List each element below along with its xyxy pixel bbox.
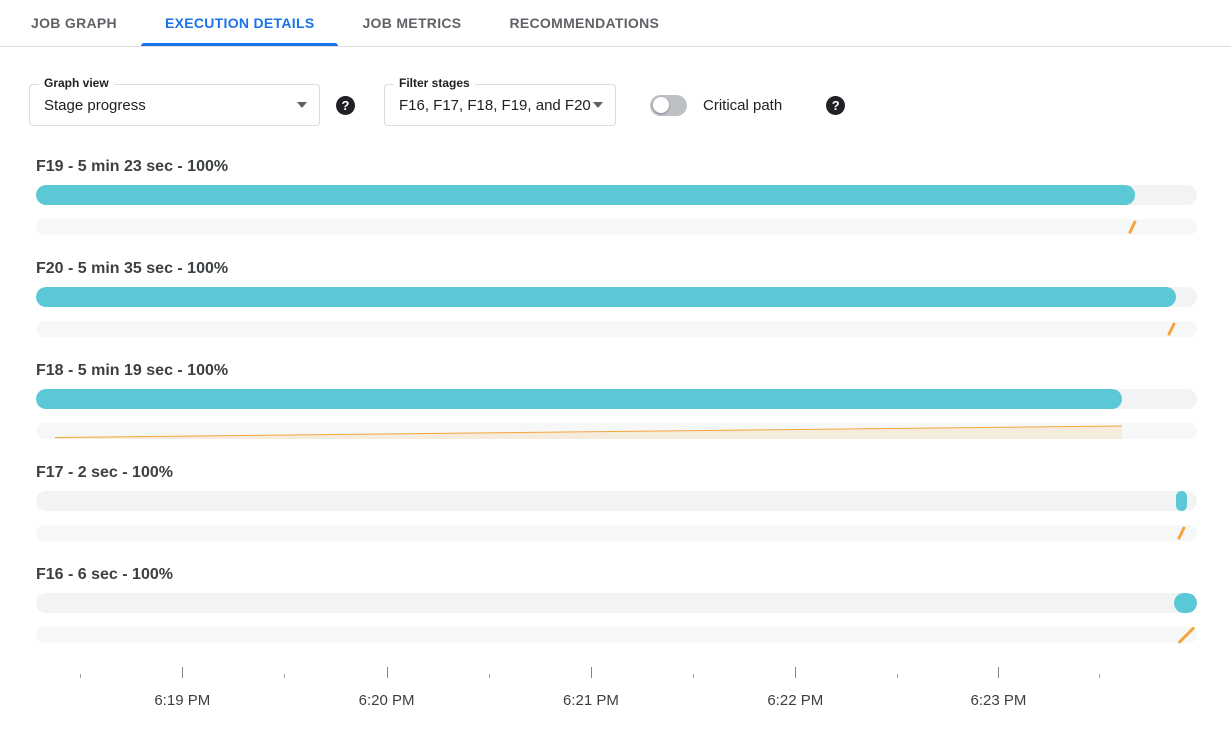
axis-time-label: 6:21 PM [563,692,619,709]
axis-major-tick [795,667,797,678]
graph-view-label: Graph view [39,76,114,90]
axis-time-label: 6:19 PM [154,692,211,709]
stage-progress-bar [36,287,1177,307]
watermark-tick-marker [1127,220,1137,234]
toggle-thumb [653,97,669,113]
stage-progress-track [36,491,1197,511]
axis-time-label: 6:22 PM [767,692,824,709]
watermark-area-chart [54,423,1122,439]
watermark-tick-marker [1176,526,1186,540]
stage-row: F17 - 2 sec - 100% [36,462,1197,541]
axis-time-label: 6:20 PM [358,692,415,709]
stage-progress-bar [1176,491,1187,511]
axis-minor-tick [897,674,899,678]
watermark-tick-marker [1167,322,1176,336]
graph-view-select[interactable]: Graph view Stage progress [29,76,320,126]
critical-path-help-icon[interactable]: ? [826,95,846,115]
chevron-down-icon [593,102,603,108]
axis-minor-tick [488,674,490,678]
stage-row: F19 - 5 min 23 sec - 100% [36,156,1197,235]
axis-major-tick [182,667,184,678]
stage-title: F20 - 5 min 35 sec - 100% [36,260,229,277]
axis-minor-tick [284,674,286,678]
tab-bar: JOB GRAPH EXECUTION DETAILS JOB METRICS REC… [0,0,1231,47]
axis-minor-tick [693,674,695,678]
stage-row: F20 - 5 min 35 sec - 100% [36,258,1197,337]
time-axis-labels: 6:19 PM 6:20 PM 6:21 PM 6:22 PM 6:23 PM [36,692,1197,712]
axis-major-tick [998,667,1000,678]
chevron-down-icon [297,102,307,108]
watermark-tick-marker [1177,626,1196,644]
filter-stages-value: F16, F17, F18, F19, and F20 [399,96,591,114]
controls-row: Graph view Stage progress ? Filter stage… [29,76,1231,126]
stage-progress-track [36,389,1197,409]
axis-minor-tick [1099,674,1101,678]
axis-major-tick [590,667,592,678]
stage-watermark-track [36,321,1197,337]
stage-watermark-track [36,626,1197,644]
stage-title: F17 - 2 sec - 100% [36,464,173,481]
stage-progress-bar [1173,593,1197,613]
stage-progress-track [36,185,1197,205]
graph-view-value: Stage progress [44,96,146,114]
stage-progress-list: F19 - 5 min 23 sec - 100% F20 - 5 min 35… [36,156,1197,644]
filter-stages-select[interactable]: Filter stages F16, F17, F18, F19, and F2… [384,76,616,126]
axis-major-tick [386,667,388,678]
tab-job-graph[interactable]: JOB GRAPH [31,15,117,31]
stage-progress-track [36,287,1197,307]
stage-title: F18 - 5 min 19 sec - 100% [36,362,229,379]
stage-progress-track [36,593,1197,613]
critical-path-toggle[interactable] [650,94,687,116]
graph-view-help-icon[interactable]: ? [336,95,355,115]
critical-path-label: Critical path [703,96,783,114]
stage-title: F19 - 5 min 23 sec - 100% [36,158,229,175]
tab-job-metrics[interactable]: JOB METRICS [362,15,462,31]
stage-watermark-track [36,423,1197,439]
tab-execution-details[interactable]: EXECUTION DETAILS [140,0,339,46]
stage-watermark-track [36,219,1197,235]
tab-recommendations[interactable]: RECOMMENDATIONS [509,15,660,31]
filter-stages-label: Filter stages [394,76,475,90]
stage-title: F16 - 6 sec - 100% [36,566,173,583]
stage-progress-bar [36,185,1136,205]
axis-time-label: 6:23 PM [970,692,1027,709]
stage-row: F16 - 6 sec - 100% [36,564,1197,644]
stage-row: F18 - 5 min 19 sec - 100% [36,360,1197,439]
stage-progress-bar [36,389,1122,409]
time-axis-ticks [36,666,1197,678]
axis-minor-tick [80,674,82,678]
stage-watermark-track [36,525,1197,541]
